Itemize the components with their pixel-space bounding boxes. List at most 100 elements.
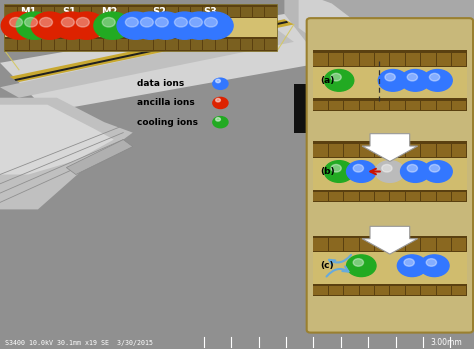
Polygon shape [294,84,474,133]
Circle shape [423,161,452,183]
FancyBboxPatch shape [203,7,215,17]
Polygon shape [9,19,294,82]
FancyBboxPatch shape [42,7,54,17]
FancyBboxPatch shape [328,101,343,110]
Circle shape [375,161,405,183]
Circle shape [181,12,218,39]
FancyBboxPatch shape [390,286,405,296]
FancyBboxPatch shape [406,286,420,296]
FancyBboxPatch shape [421,238,436,251]
FancyBboxPatch shape [328,192,343,201]
FancyArrow shape [362,227,418,254]
FancyBboxPatch shape [179,7,190,17]
Text: data ions: data ions [137,79,185,88]
Circle shape [117,12,154,39]
Polygon shape [299,0,474,122]
FancyBboxPatch shape [360,144,374,157]
FancyBboxPatch shape [360,192,374,201]
FancyBboxPatch shape [253,39,264,50]
FancyBboxPatch shape [375,53,390,66]
Circle shape [190,17,202,27]
FancyBboxPatch shape [154,39,165,50]
Text: M2: M2 [101,7,118,17]
FancyBboxPatch shape [452,286,466,296]
FancyBboxPatch shape [390,192,405,201]
FancyBboxPatch shape [328,144,343,157]
FancyBboxPatch shape [360,238,374,251]
Circle shape [213,78,228,89]
Circle shape [324,69,354,91]
Circle shape [204,17,218,27]
Circle shape [174,17,187,27]
Polygon shape [0,28,294,98]
FancyBboxPatch shape [191,39,202,50]
FancyBboxPatch shape [228,7,240,17]
Circle shape [353,259,364,266]
FancyBboxPatch shape [437,53,451,66]
FancyBboxPatch shape [390,144,405,157]
Circle shape [346,255,376,276]
FancyBboxPatch shape [406,101,420,110]
FancyBboxPatch shape [452,238,466,251]
Polygon shape [66,140,133,174]
Circle shape [407,73,418,81]
Circle shape [401,161,430,183]
FancyBboxPatch shape [375,238,390,251]
FancyBboxPatch shape [265,7,277,17]
FancyBboxPatch shape [216,7,227,17]
Circle shape [213,117,228,128]
Circle shape [426,259,437,266]
Circle shape [61,17,74,27]
FancyBboxPatch shape [30,7,41,17]
Circle shape [9,17,22,27]
Polygon shape [322,0,474,108]
FancyBboxPatch shape [216,39,227,50]
Circle shape [216,79,220,83]
FancyBboxPatch shape [67,39,79,50]
FancyBboxPatch shape [253,7,264,17]
FancyBboxPatch shape [313,50,467,67]
FancyBboxPatch shape [166,39,178,50]
FancyBboxPatch shape [313,141,467,158]
Polygon shape [0,98,133,209]
Text: 3.00mm: 3.00mm [430,338,462,347]
FancyBboxPatch shape [241,7,252,17]
FancyBboxPatch shape [203,39,215,50]
FancyBboxPatch shape [313,236,467,252]
FancyBboxPatch shape [129,39,140,50]
FancyBboxPatch shape [313,190,467,202]
FancyBboxPatch shape [437,144,451,157]
Circle shape [155,17,168,27]
Circle shape [132,12,169,39]
FancyBboxPatch shape [375,101,390,110]
FancyBboxPatch shape [452,101,466,110]
Circle shape [1,12,38,39]
FancyBboxPatch shape [141,39,153,50]
Circle shape [25,17,37,27]
Circle shape [53,12,90,39]
FancyBboxPatch shape [117,39,128,50]
FancyBboxPatch shape [166,7,178,17]
FancyBboxPatch shape [328,53,343,66]
Circle shape [94,12,131,39]
Circle shape [16,12,53,39]
FancyBboxPatch shape [452,144,466,157]
FancyBboxPatch shape [92,7,103,17]
FancyBboxPatch shape [179,39,190,50]
Circle shape [147,12,184,39]
Circle shape [401,69,430,91]
FancyArrow shape [362,134,418,162]
Circle shape [102,17,115,27]
FancyBboxPatch shape [117,7,128,17]
FancyBboxPatch shape [313,98,467,111]
FancyBboxPatch shape [67,7,79,17]
Circle shape [378,69,408,91]
FancyBboxPatch shape [360,101,374,110]
FancyBboxPatch shape [228,39,240,50]
FancyBboxPatch shape [5,5,277,51]
FancyBboxPatch shape [313,284,467,296]
FancyBboxPatch shape [42,39,54,50]
Circle shape [31,12,68,39]
FancyBboxPatch shape [437,286,451,296]
FancyBboxPatch shape [80,39,91,50]
